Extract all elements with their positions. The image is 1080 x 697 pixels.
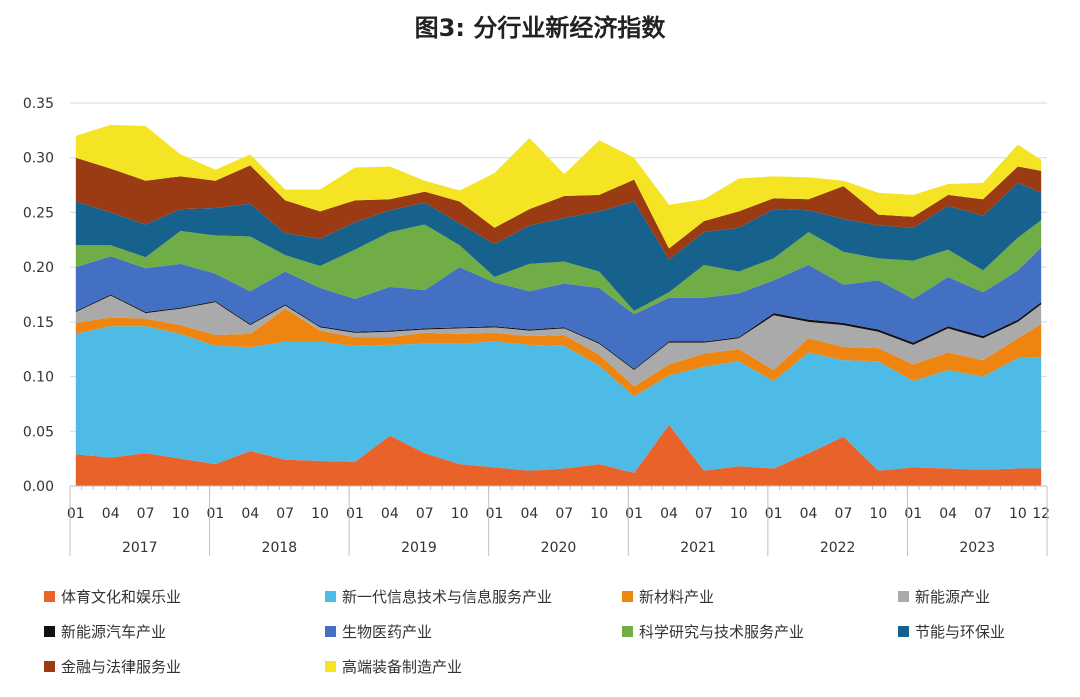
x-tick-label: 01 — [346, 506, 364, 522]
area-series-科学研究与技术服务产业 — [75, 220, 1042, 315]
legend-swatch — [44, 626, 55, 637]
legend-item: 生物医药产业 — [325, 621, 432, 642]
legend-label: 新材料产业 — [639, 588, 715, 606]
legend-swatch — [325, 591, 336, 602]
x-tick-label: 04 — [939, 506, 957, 522]
x-tick-label: 10 — [869, 506, 887, 522]
legend-item: 新一代信息技术与信息服务产业 — [325, 586, 552, 607]
legend-label: 节能与环保业 — [915, 623, 1006, 641]
legend-swatch — [898, 591, 909, 602]
x-tick-label: 01 — [206, 506, 224, 522]
x-tick-label: 01 — [67, 506, 85, 522]
y-tick-label: 0.10 — [23, 370, 54, 386]
x-tick-label: 12 — [1032, 506, 1050, 522]
year-label: 2017 — [122, 540, 158, 556]
x-tick-label: 07 — [555, 506, 573, 522]
area-series-高端装备制造产业 — [75, 124, 1042, 249]
legend-swatch — [325, 661, 336, 672]
y-tick-label: 0.20 — [23, 260, 54, 276]
legend-swatch — [622, 626, 633, 637]
area-series-新能源产业 — [75, 295, 1042, 387]
year-label: 2019 — [401, 540, 437, 556]
legend-swatch — [44, 591, 55, 602]
year-label: 2018 — [262, 540, 298, 556]
x-tick-label: 10 — [311, 506, 329, 522]
legend-item: 体育文化和娱乐业 — [44, 586, 181, 607]
legend-label: 金融与法律服务业 — [61, 658, 182, 676]
stacked-area-chart: 0.00 0.05 0.10 0.15 0.20 0.25 0.30 0.35 01 04 07 10… — [23, 96, 1050, 556]
area-series-金融与法律服务业 — [75, 157, 1042, 260]
y-tick-label: 0.25 — [23, 205, 54, 221]
x-tick-label: 07 — [695, 506, 713, 522]
x-tick-label: 04 — [660, 506, 678, 522]
x-tick-label: 01 — [625, 506, 643, 522]
legend-item: 节能与环保业 — [898, 621, 1005, 642]
legend-item: 金融与法律服务业 — [44, 656, 181, 677]
legend-swatch — [325, 626, 336, 637]
axes: 0.00 0.05 0.10 0.15 0.20 0.25 0.30 0.35 01 04 07 10… — [23, 96, 1050, 556]
y-tick-label: 0.00 — [23, 479, 54, 495]
x-tick-label: 07 — [974, 506, 992, 522]
legend-label: 新一代信息技术与信息服务产业 — [342, 588, 553, 606]
x-tick-label: 10 — [1009, 506, 1027, 522]
x-tick-label: 04 — [241, 506, 259, 522]
year-label: 2020 — [541, 540, 577, 556]
legend-item: 新能源产业 — [898, 586, 990, 607]
area-series-体育文化和娱乐业 — [75, 424, 1042, 486]
year-label: 2022 — [820, 540, 856, 556]
x-tick-label: 07 — [276, 506, 294, 522]
y-tick-label: 0.30 — [23, 151, 54, 167]
area-series — [75, 124, 1042, 486]
x-tick-label: 04 — [521, 506, 539, 522]
legend-item: 新能源汽车产业 — [44, 621, 166, 642]
legend-item: 新材料产业 — [622, 586, 714, 607]
x-tick-label: 07 — [835, 506, 853, 522]
x-tick-label: 04 — [381, 506, 399, 522]
legend-label: 高端装备制造产业 — [342, 658, 463, 676]
legend-label: 新能源产业 — [915, 588, 991, 606]
x-tick-label: 10 — [172, 506, 190, 522]
y-tick-label: 0.15 — [23, 315, 54, 331]
x-tick-label: 07 — [137, 506, 155, 522]
legend-swatch — [622, 591, 633, 602]
x-tick-label: 10 — [730, 506, 748, 522]
legend-label: 生物医药产业 — [342, 623, 433, 641]
legend-item: 科学研究与技术服务产业 — [622, 621, 804, 642]
area-series-节能与环保业 — [75, 182, 1042, 311]
legend-label: 体育文化和娱乐业 — [61, 588, 182, 606]
year-label: 2021 — [680, 540, 716, 556]
x-tick-label: 01 — [486, 506, 504, 522]
x-tick-label: 10 — [451, 506, 469, 522]
area-series-生物医药产业 — [75, 247, 1042, 369]
area-series-新材料产业 — [75, 308, 1042, 397]
x-tick-label: 10 — [590, 506, 608, 522]
chart-title: 图3: 分行业新经济指数 — [414, 14, 666, 42]
x-tick-label: 04 — [800, 506, 818, 522]
x-tick-label: 04 — [102, 506, 120, 522]
legend-swatch — [898, 626, 909, 637]
legend-label: 科学研究与技术服务产业 — [639, 623, 805, 641]
year-label: 2023 — [959, 540, 995, 556]
x-tick-label: 01 — [765, 506, 783, 522]
legend-swatch — [44, 661, 55, 672]
legend-item: 高端装备制造产业 — [325, 656, 462, 677]
y-tick-label: 0.05 — [23, 424, 54, 440]
area-series-新一代信息技术与信息服务产业 — [75, 326, 1042, 473]
x-tick-label: 01 — [904, 506, 922, 522]
y-tick-label: 0.35 — [23, 96, 54, 112]
x-tick-label: 07 — [416, 506, 434, 522]
legend-label: 新能源汽车产业 — [61, 623, 167, 641]
